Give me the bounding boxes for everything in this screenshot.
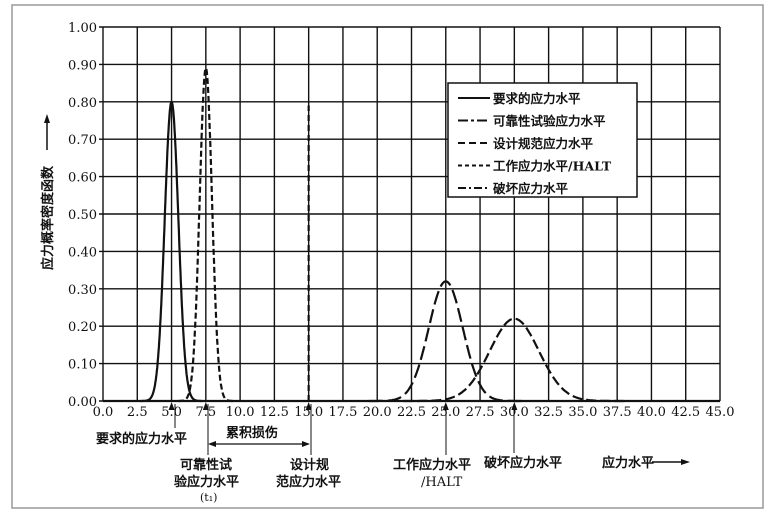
x-tick-label: 10.0 — [226, 405, 255, 420]
series-curve — [140, 100, 203, 403]
y-axis-arrowhead — [44, 114, 50, 123]
annotation-damage: 累积损伤 — [226, 425, 278, 441]
series-curve — [368, 280, 523, 403]
y-axis-label: 应力概率密度函数 — [40, 165, 56, 270]
axis-marker — [168, 402, 175, 410]
annotation-working-1: 工作应力水平 — [393, 457, 471, 473]
x-tick-label: 7.5 — [195, 405, 216, 420]
y-tick-label: 0.50 — [68, 208, 97, 223]
annotations: 要求的应力水平 累积损伤 可靠性试 验应力水平 (t₁) 设计规 范应力水平 工… — [96, 404, 690, 504]
x-tick-label: 40.0 — [637, 405, 666, 420]
x-tick-label: 42.5 — [671, 405, 700, 420]
y-tick-label: 0.60 — [68, 171, 97, 186]
annotation-design-2: 范应力水平 — [276, 474, 341, 490]
x-tick-label: 32.5 — [534, 405, 563, 420]
y-tick-label: 0.70 — [68, 133, 97, 148]
x-tick-label: 22.5 — [397, 405, 426, 420]
y-tick-label: 0.90 — [68, 58, 97, 73]
legend-label: 可靠性试验应力水平 — [493, 114, 606, 129]
series-curve — [178, 65, 234, 403]
legend-label: 破坏应力水平 — [493, 181, 569, 196]
annotation-reliability-3: (t₁) — [200, 491, 217, 504]
annotation-design-1: 设计规 — [290, 457, 329, 473]
tick-labels: 0.0 2.5 5.0 7.5 10.0 12.5 15.0 17.5 20.0 22.5 25.0… — [68, 21, 734, 420]
x-tick-label: 12.5 — [260, 405, 289, 420]
x-tick-label: 37.5 — [603, 405, 632, 420]
legend-label: 设计规范应力水平 — [493, 136, 594, 151]
axis-marker — [202, 402, 209, 410]
y-tick-label: 0.40 — [68, 245, 97, 260]
x-tick-label: 45.0 — [706, 405, 735, 420]
y-tick-label: 0.80 — [68, 96, 97, 111]
x-tick-label: 15.0 — [294, 405, 323, 420]
x-tick-label: 5.0 — [161, 405, 182, 420]
y-tick-label: 0.10 — [68, 358, 97, 373]
x-tick-label: 27.5 — [466, 405, 495, 420]
annotation-reliability-1: 可靠性试 — [180, 457, 232, 473]
damage-arrow-right-head — [302, 441, 310, 447]
legend-label: 要求的应力水平 — [493, 91, 581, 106]
y-tick-label: 0.20 — [68, 320, 97, 335]
x-tick-label: 17.5 — [328, 405, 357, 420]
y-tick-label: 0.30 — [68, 283, 97, 298]
y-tick-label: 1.00 — [68, 21, 97, 36]
y-tick-label: 0.00 — [68, 395, 97, 410]
x-tick-label: 0.0 — [93, 405, 114, 420]
damage-arrow-left-head — [208, 441, 216, 447]
curves — [140, 65, 625, 403]
x-axis-label: 应力水平 — [602, 455, 654, 471]
x-tick-label: 35.0 — [568, 405, 597, 420]
x-axis-arrowhead — [681, 459, 690, 465]
x-tick-label: 2.5 — [127, 405, 148, 420]
annotation-working-2: /HALT — [421, 475, 463, 490]
series-curve — [403, 317, 625, 403]
annotation-required: 要求的应力水平 — [96, 431, 187, 447]
legend-label: 工作应力水平/HALT — [493, 159, 612, 174]
annotation-failure: 破坏应力水平 — [484, 455, 562, 471]
x-tick-label: 20.0 — [363, 405, 392, 420]
annotation-reliability-2: 验应力水平 — [174, 474, 239, 490]
axis-marker — [305, 402, 312, 410]
